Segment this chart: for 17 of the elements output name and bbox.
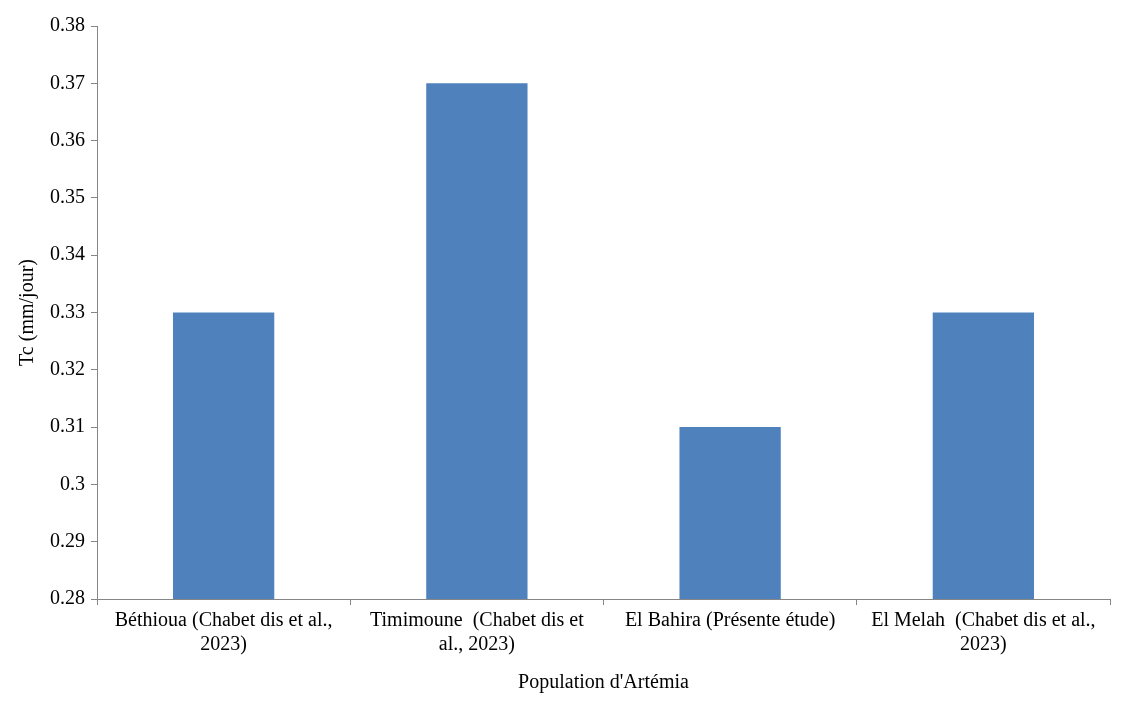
x-axis-title: Population d'Artémia [518,670,690,694]
y-tick-label: 0.34 [50,242,85,265]
x-tick-label: Timimoune (Chabet dis et al., 2023) [370,608,585,656]
y-axis-title: Tc (mm/jour) [15,259,39,366]
y-tick-label: 0.36 [50,127,85,150]
y-tick-label: 0.38 [50,13,85,36]
x-tick-label: El Bahira (Présente étude) [624,608,836,632]
y-tick-label: 0.29 [50,528,85,551]
y-tick-label: 0.28 [50,586,85,609]
y-tick-label: 0.37 [50,70,85,93]
y-tick-label: 0.32 [50,357,85,380]
x-tick-label: Béthioua (Chabet dis et al., 2023) [114,608,333,656]
y-tick-label: 0.33 [50,299,85,322]
y-tick-label: 0.3 [60,471,85,494]
y-tick-label: 0.31 [50,414,85,437]
x-tick-label: El Melah (Chabet dis et al., 2023) [871,608,1096,656]
y-tick-label: 0.35 [50,185,85,208]
